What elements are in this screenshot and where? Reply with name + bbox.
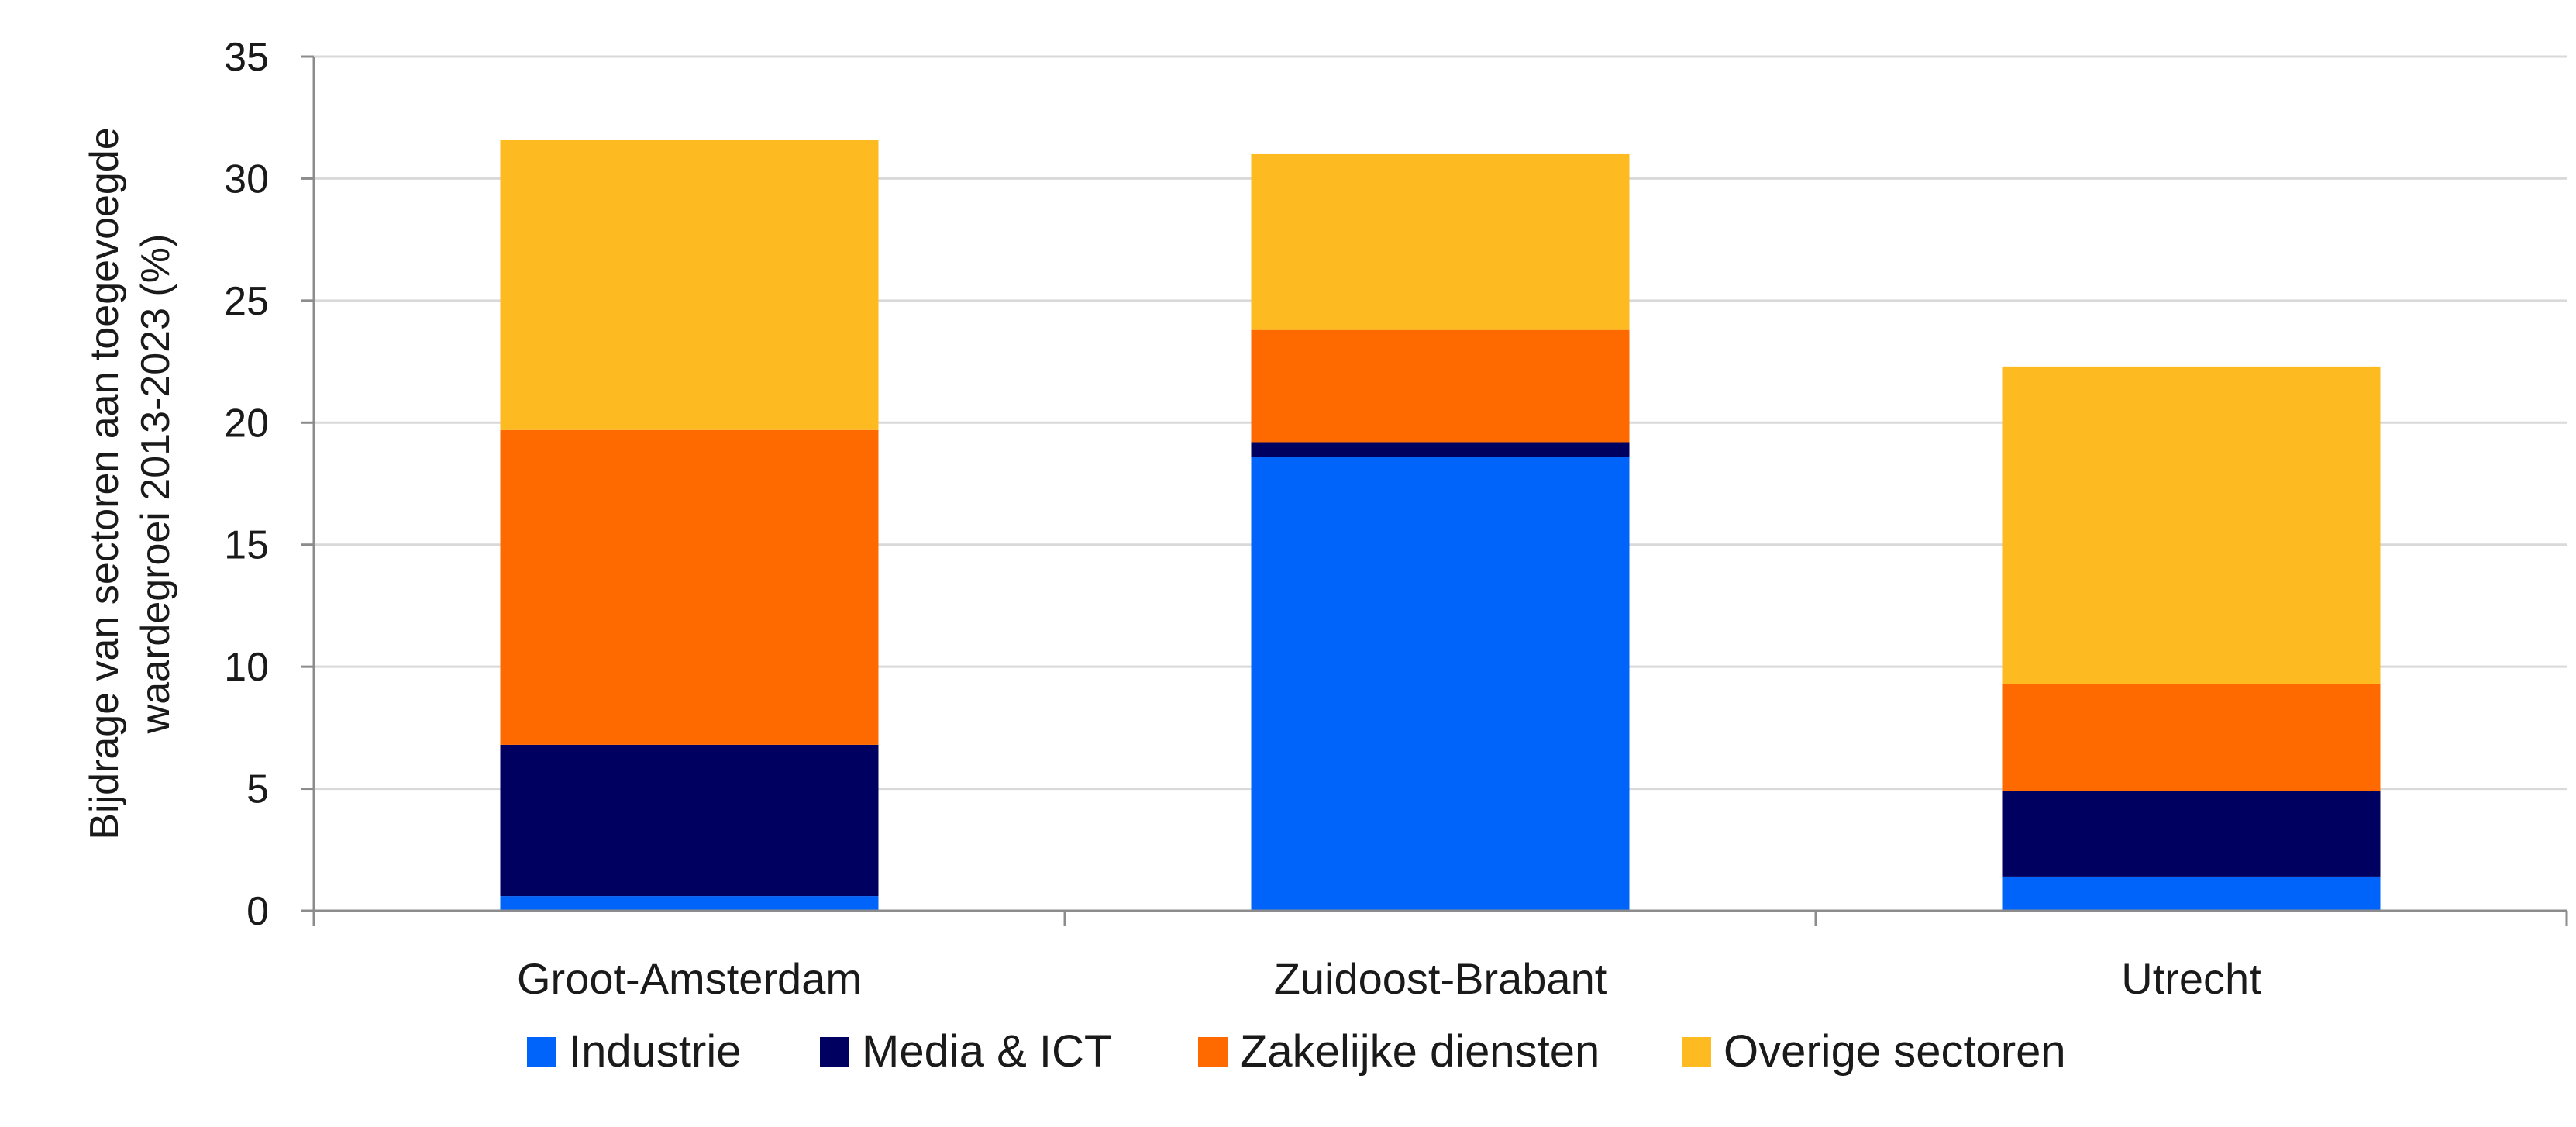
bar-segment-media-ict	[2002, 791, 2381, 877]
y-axis-title: Bijdrage van sectoren aan toegevoegde waa…	[82, 127, 178, 839]
y-axis-title-line: waardegroei 2013-2023 (%)	[133, 234, 178, 735]
legend-label: Media & ICT	[862, 1026, 1111, 1077]
axes	[301, 55, 2568, 926]
y-tick-label: 0	[246, 889, 269, 934]
y-axis-title-line: Bijdrage van sectoren aan toegevoegde	[82, 127, 127, 839]
bar-segment-overige-sectoren	[2002, 366, 2381, 684]
y-tick-label: 10	[224, 645, 269, 690]
bar-segment-industrie	[1251, 457, 1630, 911]
y-tick-label: 15	[224, 523, 269, 568]
legend-label: Industrie	[569, 1026, 741, 1077]
legend-label: Zakelijke diensten	[1240, 1026, 1600, 1077]
legend-label: Overige sectoren	[1724, 1026, 2066, 1077]
bar-segment-media-ict	[500, 744, 879, 897]
legend: Industrie Media & ICT Zakelijke diensten Ov…	[527, 1026, 2066, 1077]
bar-segment-zakelijke-diensten	[2002, 684, 2381, 791]
bar-segment-media-ict	[1251, 442, 1630, 457]
y-tick-label: 5	[246, 767, 269, 812]
y-tick-label: 20	[224, 401, 269, 446]
bar-segment-zakelijke-diensten	[1251, 329, 1630, 443]
bar-segment-overige-sectoren	[1251, 153, 1630, 330]
x-category-label: Groot-Amsterdam	[517, 954, 862, 1003]
x-category-label: Utrecht	[2121, 954, 2261, 1003]
y-tick-label: 35	[224, 35, 269, 80]
legend-swatch	[820, 1037, 849, 1067]
bar-segment-zakelijke-diensten	[500, 429, 879, 745]
y-tick-label: 30	[224, 157, 269, 202]
legend-swatch	[527, 1037, 556, 1067]
x-category-label: Zuidoost-Brabant	[1274, 954, 1607, 1003]
bar-segment-industrie	[500, 896, 879, 911]
legend-swatch	[1682, 1037, 1711, 1067]
bars	[500, 140, 2381, 911]
legend-swatch	[1198, 1037, 1228, 1067]
x-category-labels: Groot-Amsterdam Zuidoost-Brabant Utrecht	[517, 954, 2261, 1003]
y-tick-labels: 0 5 10 15 20 25 30 35	[224, 35, 269, 934]
bar-segment-overige-sectoren	[500, 140, 879, 430]
y-tick-label: 25	[224, 279, 269, 324]
bar-segment-industrie	[2002, 876, 2381, 911]
y-axis-title: Bijdrage van sectoren aan toegevoegde waa…	[82, 127, 178, 839]
